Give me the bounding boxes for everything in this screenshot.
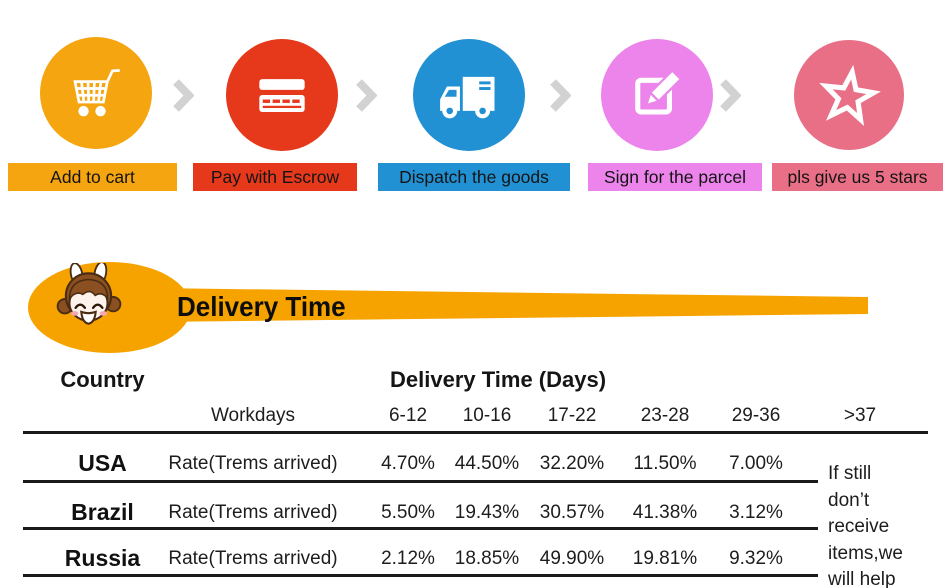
step-add-to-cart	[40, 37, 152, 149]
chevron-right-icon	[173, 79, 194, 112]
table-title: Delivery Time (Days)	[390, 367, 607, 392]
row-divider	[23, 574, 818, 577]
truck-icon	[440, 76, 495, 119]
step-label-five-stars: pls give us 5 stars	[772, 163, 943, 191]
col-header-gt37: >37	[843, 405, 877, 426]
rate-value: 19.43%	[454, 502, 520, 523]
step-sign-parcel	[601, 39, 713, 151]
rate-value: 5.50%	[381, 502, 435, 523]
rate-value: 7.00%	[729, 453, 783, 474]
step-label-sign-parcel: Sign for the parcel	[588, 163, 762, 191]
col-header-23-28: 23-28	[640, 405, 690, 426]
country-name: USA	[78, 450, 127, 476]
col-header-17-22: 17-22	[547, 405, 597, 426]
header-divider	[23, 431, 928, 434]
cart-icon	[73, 68, 120, 117]
col-header-29-36: 29-36	[731, 405, 781, 426]
sign-pencil-icon	[635, 69, 683, 115]
step-five-stars	[794, 40, 904, 150]
chevron-right-icon	[720, 79, 741, 112]
col-header-10-16: 10-16	[462, 405, 512, 426]
chevron-right-icon	[550, 79, 571, 112]
country-name: Brazil	[71, 499, 134, 525]
col-header-workdays: Workdays	[210, 405, 296, 426]
rate-value: 11.50%	[633, 453, 697, 474]
credit-card-icon	[259, 79, 305, 112]
rate-label: Rate(Trems arrived)	[168, 502, 338, 523]
rate-value: 18.85%	[454, 548, 520, 569]
rate-value: 41.38%	[632, 502, 698, 523]
country-name: Russia	[64, 545, 141, 571]
chevron-right-icon	[356, 79, 377, 112]
step-label-pay-with-escrow: Pay with Escrow	[193, 163, 357, 191]
rate-value: 9.32%	[729, 548, 783, 569]
country-header: Country	[60, 367, 145, 392]
rate-value: 44.50%	[454, 453, 520, 474]
delivery-note: If still don’t receive items,we will hel…	[828, 463, 903, 588]
rate-label: Rate(Trems arrived)	[168, 453, 338, 474]
rate-value: 49.90%	[539, 548, 605, 569]
rate-label: Rate(Trems arrived)	[168, 548, 338, 569]
step-label-add-to-cart: Add to cart	[8, 163, 177, 191]
rate-value: 32.20%	[539, 453, 605, 474]
rate-value: 3.12%	[729, 502, 783, 523]
step-dispatch-goods	[413, 39, 525, 151]
star-icon	[819, 64, 881, 127]
col-header-6-12: 6-12	[388, 405, 428, 426]
rate-value: 4.70%	[381, 453, 435, 474]
row-divider	[23, 527, 818, 530]
step-pay-with-escrow	[226, 39, 338, 151]
rate-value: 30.57%	[539, 502, 605, 523]
rate-value: 2.12%	[381, 548, 435, 569]
girl-face-icon	[56, 263, 122, 325]
rate-value: 19.81%	[632, 548, 698, 569]
row-divider	[23, 480, 818, 483]
step-label-dispatch-goods: Dispatch the goods	[378, 163, 570, 191]
banner-title: Delivery Time	[177, 290, 346, 323]
